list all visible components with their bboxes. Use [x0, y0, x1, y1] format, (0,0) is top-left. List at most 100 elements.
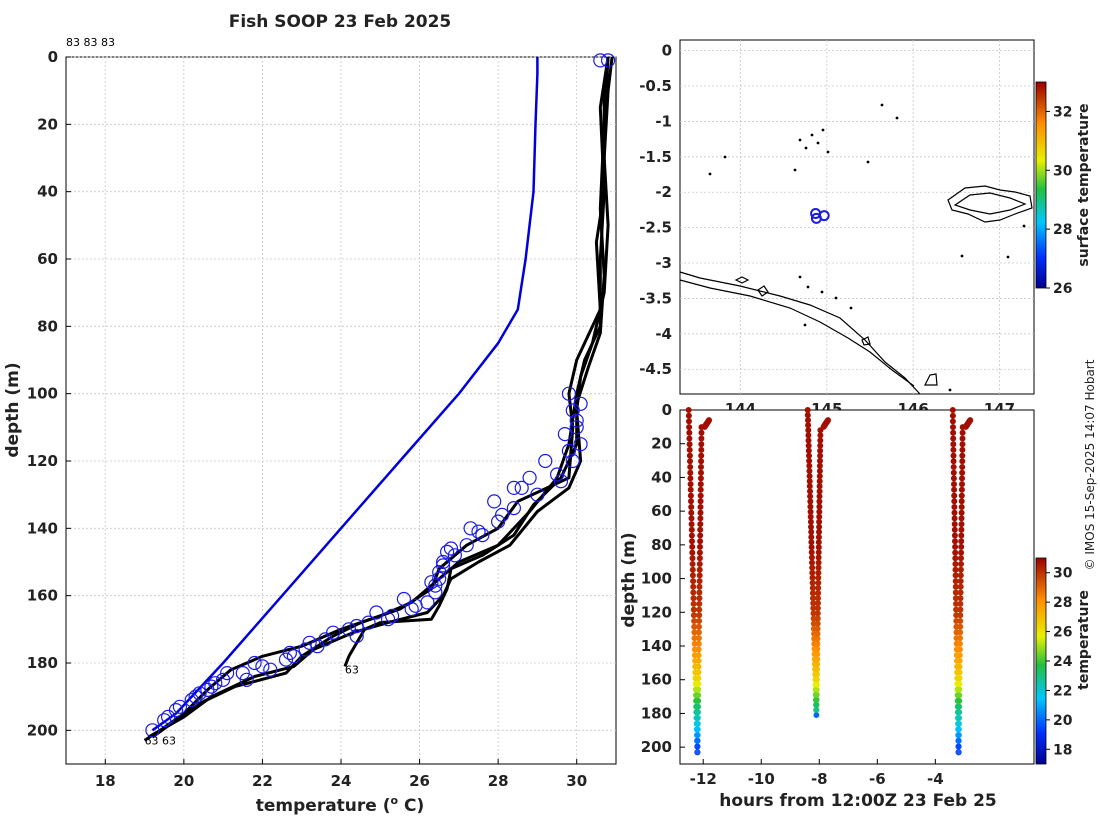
profile-marker	[553, 474, 569, 489]
td-up-point	[816, 524, 823, 530]
profile-marker	[569, 420, 584, 435]
islet	[798, 138, 802, 142]
profile-marker	[428, 585, 443, 600]
coastline-mainland-2	[679, 279, 915, 387]
td-up-point	[814, 671, 820, 678]
xlabel-superscript: o	[391, 794, 399, 807]
td-up-point	[695, 646, 702, 653]
td-down-point	[809, 559, 815, 566]
td-down-point	[690, 589, 697, 596]
td-up-point	[816, 483, 823, 490]
td-down-point	[952, 589, 959, 596]
td-down-point	[685, 412, 692, 419]
y-tick-label: 100	[27, 385, 58, 403]
td-up-point	[697, 521, 704, 528]
td-up-point	[956, 692, 963, 699]
td-up-point	[697, 475, 704, 482]
td-y-tick-label: 20	[651, 435, 672, 453]
td-down-point	[686, 418, 692, 425]
td-down-point	[950, 469, 957, 476]
td-up-point	[815, 549, 822, 556]
islet-dots	[708, 103, 1026, 392]
td-down-point	[687, 464, 694, 470]
temp-colorbar-label: temperature	[1076, 590, 1092, 690]
td-down-point	[951, 498, 958, 505]
xlabel-tail: C)	[398, 796, 424, 816]
td-down-point	[809, 564, 816, 571]
islet	[849, 306, 853, 310]
td-y-tick-label: 0	[662, 401, 672, 419]
temp-cb-tick-label: 26	[1053, 625, 1072, 641]
y-tick-label: 40	[37, 183, 58, 201]
td-up-point	[814, 666, 820, 673]
y-tick-label: 180	[27, 654, 58, 672]
td-up-point	[814, 651, 821, 658]
islet	[793, 168, 797, 172]
td-down-point	[689, 555, 696, 562]
profile-marker	[408, 598, 423, 613]
td-down-point	[953, 600, 959, 607]
island-small-1	[924, 373, 938, 386]
td-up-point	[815, 579, 822, 586]
profile-marker	[557, 427, 573, 442]
islet	[803, 323, 807, 327]
td-up-point	[697, 486, 704, 493]
position-map: 144 145 146 1470-0.5-1-1.5-2-2.5-3-3.5-4-4.…	[639, 39, 1092, 418]
islet	[948, 388, 952, 392]
td-down-point	[691, 623, 698, 630]
islet	[1022, 224, 1026, 228]
td-down-point	[807, 493, 814, 500]
td-up-point	[958, 486, 965, 493]
td-up-point	[956, 703, 963, 710]
td-down-point	[689, 566, 696, 573]
td-up-point	[956, 669, 963, 676]
time-depth-frame	[679, 409, 1035, 765]
td-down-point	[810, 615, 817, 622]
td-down-point	[690, 578, 697, 585]
td-up-point	[817, 452, 824, 459]
td-down-point	[686, 446, 693, 453]
y-tick-label: 20	[37, 115, 58, 133]
td-up-point	[958, 549, 965, 556]
td-up-point	[955, 720, 962, 727]
td-up-point	[815, 585, 822, 591]
td-up-point	[813, 676, 820, 683]
td-down-point	[806, 468, 813, 474]
profile-marker	[522, 470, 537, 485]
td-up-point	[695, 686, 702, 693]
td-up-point	[958, 555, 964, 562]
td-up-point	[956, 657, 963, 664]
temp-cb-tick-label: 28	[1053, 595, 1072, 611]
td-down-point	[952, 561, 959, 567]
td-up-point	[814, 635, 821, 642]
left-grid	[66, 56, 616, 764]
td-down-point	[686, 424, 693, 431]
y-tick-label: 60	[37, 250, 58, 268]
td-up-point	[696, 566, 703, 573]
td-down-point	[810, 600, 817, 607]
td-up-point	[957, 589, 964, 596]
profile-marker	[436, 558, 451, 573]
islet	[820, 290, 824, 294]
td-up-point	[816, 488, 823, 495]
profile-marker	[349, 618, 364, 634]
td-up-point	[695, 640, 702, 647]
td-y-tick-label: 120	[641, 603, 672, 621]
profile-marker	[487, 494, 502, 509]
profile-marker	[247, 655, 262, 671]
td-x-tick-label: -6	[869, 770, 886, 788]
td-up-point	[957, 612, 964, 619]
profile-marker	[239, 672, 254, 687]
td-down-point	[810, 610, 817, 617]
td-down-point	[810, 595, 816, 602]
profile-marker	[404, 601, 419, 617]
td-y-tick-label: 160	[641, 671, 672, 689]
td-y-tick-label: 100	[641, 570, 672, 588]
profile-marker	[573, 396, 588, 411]
td-up-point	[697, 526, 704, 533]
td-up-point	[816, 529, 822, 535]
profile-marker	[471, 524, 486, 539]
map-y-tick-label: 0	[662, 42, 672, 60]
td-down-point	[808, 549, 815, 556]
map-cb-tick-label: 28	[1053, 222, 1072, 238]
